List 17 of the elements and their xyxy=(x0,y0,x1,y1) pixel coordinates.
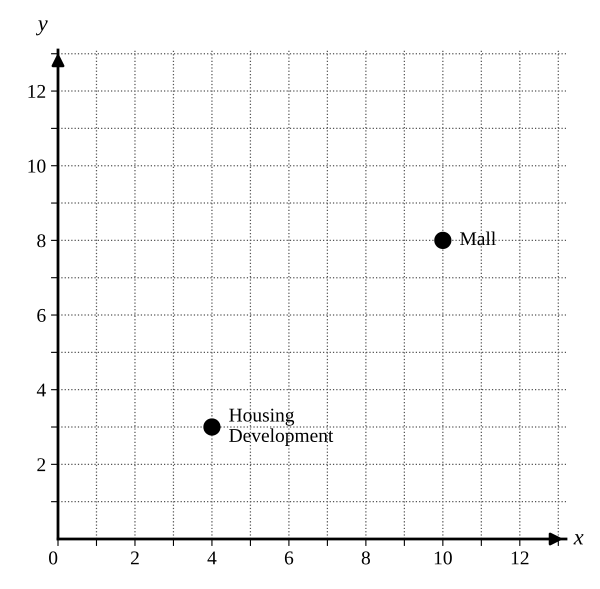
y-tick-label: 2 xyxy=(37,458,46,472)
x-tick-label: 6 xyxy=(284,551,294,564)
y-tick-label: 12 xyxy=(28,84,46,98)
y-tick-label: 8 xyxy=(37,234,46,248)
x-tick-label: 12 xyxy=(512,551,528,564)
y-axis-title: y xyxy=(36,20,48,36)
x-tick-label: 10 xyxy=(434,551,452,564)
x-tick-label: 8 xyxy=(362,551,370,564)
x-axis-title: x xyxy=(573,534,584,544)
x-tick-label: 4 xyxy=(207,552,216,564)
y-tick-label: 4 xyxy=(36,384,46,396)
y-tick-label: 10 xyxy=(28,160,46,173)
annotation: Housing Development xyxy=(229,408,334,446)
x-tick-label: 0 xyxy=(49,551,58,564)
y-tick-label: 6 xyxy=(37,308,46,322)
annotation: Mall xyxy=(460,232,496,246)
x-tick-label: 2 xyxy=(130,551,139,564)
